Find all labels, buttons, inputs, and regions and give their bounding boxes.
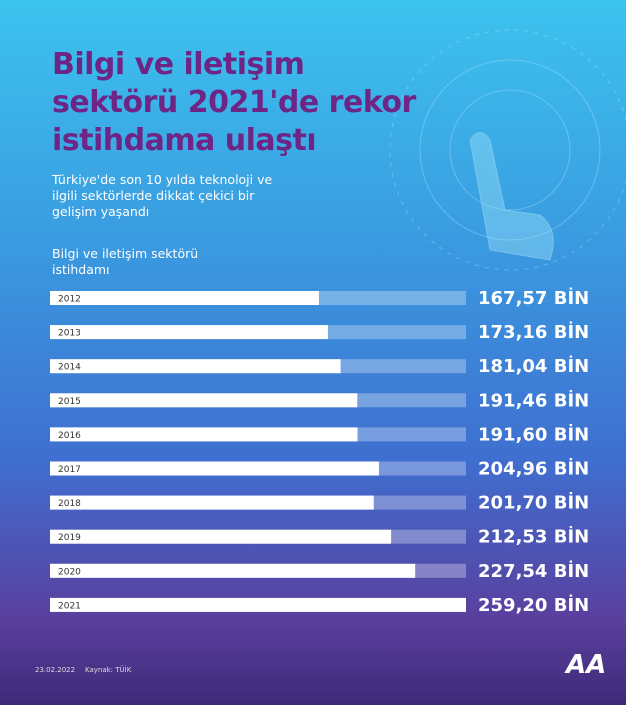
value-label: 173,16 BİN: [478, 321, 589, 343]
bar: [50, 563, 416, 578]
title: Bilgi ve iletişim sektörü 2021'de rekor …: [52, 47, 416, 158]
category-label: 2017: [58, 465, 81, 475]
category-label: 2014: [58, 363, 81, 373]
category-label: 2012: [58, 295, 81, 305]
value-label: 212,53 BİN: [478, 526, 589, 548]
category-label: 2013: [58, 329, 81, 339]
value-label: 191,46 BİN: [478, 389, 589, 411]
value-label: 201,70 BİN: [478, 492, 589, 514]
value-label: 259,20 BİN: [478, 594, 589, 616]
source: Kaynak: TÜİK: [85, 666, 132, 674]
logo: AA: [566, 650, 607, 680]
bar: [50, 461, 379, 476]
value-label: 167,57 BİN: [478, 287, 589, 309]
category-label: 2019: [58, 533, 81, 543]
category-label: 2021: [58, 601, 81, 611]
value-label: 227,54 BİN: [478, 560, 589, 582]
value-label: 191,60 BİN: [478, 423, 589, 445]
category-label: 2016: [58, 431, 81, 441]
value-label: 204,96 BİN: [478, 458, 589, 480]
value-label: 181,04 BİN: [478, 355, 589, 377]
category-label: 2020: [58, 567, 81, 577]
bar: [50, 291, 319, 305]
bar: [50, 325, 328, 340]
subtitle: Türkiye'de son 10 yılda teknoloji ve ilg…: [52, 172, 273, 219]
category-label: 2015: [58, 397, 81, 407]
date: 23.02.2022: [35, 666, 76, 674]
bar: [50, 529, 392, 544]
category-label: 2018: [58, 499, 81, 509]
bar: [50, 597, 466, 612]
bar: [50, 359, 341, 374]
decoration: [389, 29, 626, 271]
bar: [50, 427, 358, 442]
bar: [50, 393, 358, 408]
axis-label: Bilgi ve iletişim sektörü istihdamı: [52, 246, 199, 277]
bar: [50, 495, 374, 510]
